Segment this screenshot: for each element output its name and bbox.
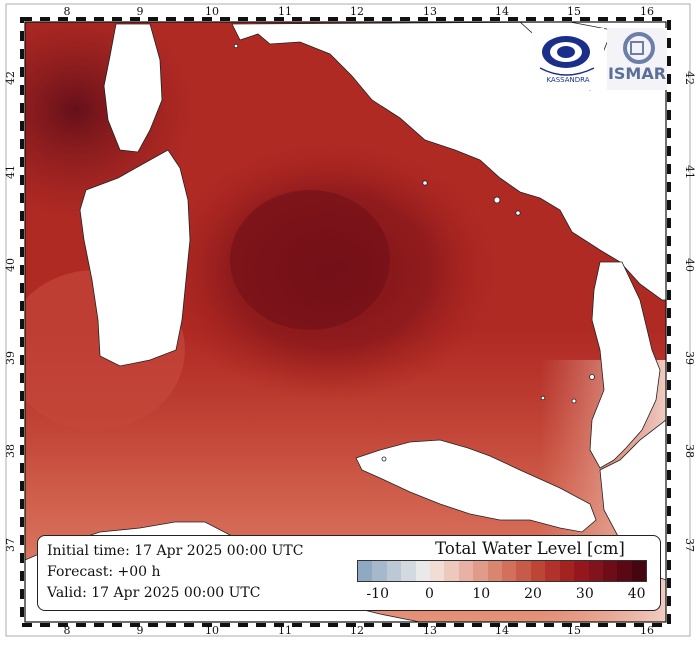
x-tick-top: 12 — [350, 5, 364, 18]
x-tick-bottom: 14 — [495, 624, 509, 637]
colorbar-segment — [444, 561, 459, 581]
valid-time-text: Valid: 17 Apr 2025 00:00 UTC — [47, 585, 261, 601]
y-tick-left: 39 — [4, 351, 17, 365]
x-tick-bottom: 12 — [350, 624, 364, 637]
y-tick-labels-right: 42 41 40 39 38 37 — [683, 71, 696, 552]
colorbar-tick-label: 20 — [524, 586, 542, 602]
y-tick-left: 42 — [4, 71, 17, 85]
legend-title: Total Water Level [cm] — [435, 539, 625, 558]
x-tick-labels-top: 8 9 10 11 12 13 14 15 16 — [64, 5, 655, 18]
colorbar-tick-label: -10 — [366, 586, 389, 602]
kassandra-logo-text: KASSANDRA — [546, 76, 590, 84]
sardinia — [79, 149, 191, 367]
colorbar-segment — [545, 561, 560, 581]
colorbar-segment — [530, 561, 546, 581]
x-tick-top: 14 — [495, 5, 509, 18]
land-masses — [25, 22, 666, 622]
sicily — [355, 439, 597, 533]
kassandra-logo: KASSANDRA — [532, 28, 604, 90]
x-tick-bottom: 13 — [423, 624, 437, 637]
y-tick-left: 41 — [4, 165, 17, 179]
y-tick-right: 39 — [683, 351, 696, 365]
initial-time-text: Initial time: 17 Apr 2025 00:00 UTC — [47, 543, 304, 559]
colorbar-segment — [617, 561, 632, 581]
colorbar-segment — [358, 561, 373, 581]
kassandra-icon — [539, 36, 595, 76]
x-tick-top: 13 — [423, 5, 437, 18]
colorbar-tick-label: 0 — [425, 586, 434, 602]
colorbar — [357, 560, 647, 582]
colorbar-segment — [386, 561, 402, 581]
colorbar-segment — [588, 561, 603, 581]
colorbar-segment — [458, 561, 474, 581]
calabria — [589, 261, 661, 469]
colorbar-segment — [574, 561, 589, 581]
colorbar-segment — [502, 561, 517, 581]
colorbar-segment — [602, 561, 618, 581]
x-tick-top: 16 — [640, 5, 654, 18]
x-tick-top: 11 — [278, 5, 292, 18]
x-tick-bottom: 15 — [567, 624, 581, 637]
x-tick-top: 9 — [137, 5, 144, 18]
x-tick-bottom: 9 — [137, 624, 144, 637]
y-tick-left: 38 — [4, 444, 17, 458]
x-tick-bottom: 10 — [205, 624, 219, 637]
colorbar-segment — [516, 561, 531, 581]
y-tick-right: 40 — [683, 258, 696, 272]
colorbar-segment — [401, 561, 416, 581]
y-tick-right: 37 — [683, 538, 696, 552]
colorbar-segment — [487, 561, 503, 581]
x-tick-top: 10 — [205, 5, 219, 18]
colorbar-segment — [372, 561, 387, 581]
x-tick-top: 15 — [567, 5, 581, 18]
colorbar-segment — [631, 561, 647, 581]
ismar-logo: ISMAR — [607, 28, 667, 90]
x-tick-top: 8 — [64, 5, 71, 18]
ismar-logo-text: ISMAR — [607, 64, 667, 83]
y-tick-right: 41 — [683, 165, 696, 179]
colorbar-tick-label: 30 — [575, 586, 594, 602]
colorbar-tick-label: 10 — [472, 586, 491, 602]
y-tick-left: 40 — [4, 258, 17, 272]
ismar-icon — [623, 32, 655, 64]
x-tick-bottom: 16 — [640, 624, 654, 637]
corsica — [103, 23, 163, 153]
y-tick-right: 38 — [683, 444, 696, 458]
x-tick-bottom: 8 — [64, 624, 71, 637]
y-tick-labels-left: 42 41 40 39 38 37 — [4, 71, 17, 552]
y-tick-right: 42 — [683, 71, 696, 85]
colorbar-segment — [559, 561, 575, 581]
x-tick-labels-bottom: 8 9 10 11 12 13 14 15 16 — [64, 624, 655, 637]
y-tick-left: 37 — [4, 538, 17, 552]
colorbar-segment — [415, 561, 431, 581]
colorbar-tick-label: 40 — [627, 586, 646, 602]
colorbar-segment — [473, 561, 488, 581]
x-tick-bottom: 11 — [278, 624, 292, 637]
colorbar-segment — [430, 561, 445, 581]
forecast-text: Forecast: +00 h — [47, 564, 161, 580]
map-frame — [24, 21, 667, 623]
info-panel: Initial time: 17 Apr 2025 00:00 UTC Fore… — [37, 535, 661, 611]
